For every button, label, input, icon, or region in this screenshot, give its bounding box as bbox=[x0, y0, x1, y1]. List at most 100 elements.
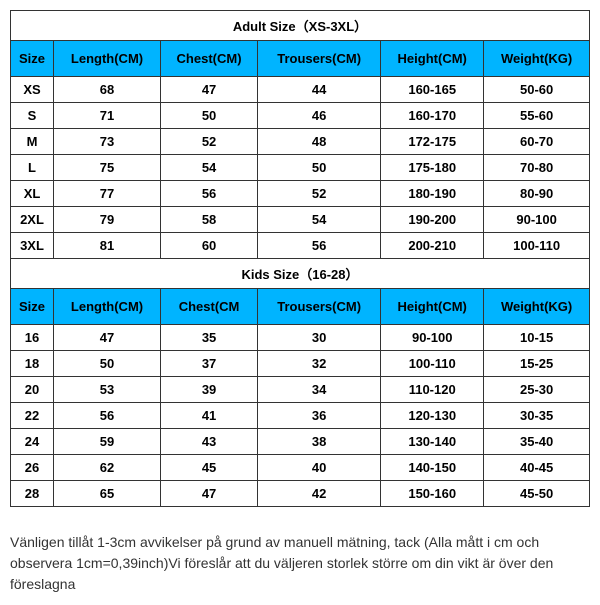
table-cell: 35-40 bbox=[484, 429, 590, 455]
table-cell: 39 bbox=[161, 377, 258, 403]
table-cell: 90-100 bbox=[381, 325, 484, 351]
adult-header-row: Size Length(CM) Chest(CM) Trousers(CM) H… bbox=[11, 41, 590, 77]
table-cell: 120-130 bbox=[381, 403, 484, 429]
table-cell: 48 bbox=[258, 129, 381, 155]
table-cell: 50-60 bbox=[484, 77, 590, 103]
table-cell: 45 bbox=[161, 455, 258, 481]
adult-table-title: Adult Size（XS-3XL） bbox=[11, 11, 590, 41]
table-row: XL775652180-19080-90 bbox=[11, 181, 590, 207]
table-cell: 55-60 bbox=[484, 103, 590, 129]
table-cell: S bbox=[11, 103, 54, 129]
col-height: Height(CM) bbox=[381, 41, 484, 77]
table-cell: 71 bbox=[54, 103, 161, 129]
table-cell: 50 bbox=[258, 155, 381, 181]
col-weight: Weight(KG) bbox=[484, 41, 590, 77]
col-trousers: Trousers(CM) bbox=[258, 41, 381, 77]
table-cell: 30 bbox=[258, 325, 381, 351]
table-row: 18503732100-11015-25 bbox=[11, 351, 590, 377]
table-row: 24594338130-14035-40 bbox=[11, 429, 590, 455]
table-cell: XL bbox=[11, 181, 54, 207]
table-cell: 2XL bbox=[11, 207, 54, 233]
table-cell: 190-200 bbox=[381, 207, 484, 233]
table-cell: 62 bbox=[54, 455, 161, 481]
table-cell: 79 bbox=[54, 207, 161, 233]
table-cell: 40-45 bbox=[484, 455, 590, 481]
table-row: 26624540140-15040-45 bbox=[11, 455, 590, 481]
table-cell: 90-100 bbox=[484, 207, 590, 233]
table-cell: 175-180 bbox=[381, 155, 484, 181]
table-cell: 100-110 bbox=[381, 351, 484, 377]
col-height: Height(CM) bbox=[381, 289, 484, 325]
table-cell: 26 bbox=[11, 455, 54, 481]
table-row: M735248172-17560-70 bbox=[11, 129, 590, 155]
table-cell: 70-80 bbox=[484, 155, 590, 181]
table-row: S715046160-17055-60 bbox=[11, 103, 590, 129]
table-row: 1647353090-10010-15 bbox=[11, 325, 590, 351]
table-cell: 54 bbox=[258, 207, 381, 233]
table-cell: 130-140 bbox=[381, 429, 484, 455]
table-row: 28654742150-16045-50 bbox=[11, 481, 590, 507]
table-cell: 28 bbox=[11, 481, 54, 507]
table-cell: 50 bbox=[54, 351, 161, 377]
table-cell: 43 bbox=[161, 429, 258, 455]
table-cell: 65 bbox=[54, 481, 161, 507]
col-chest: Chest(CM) bbox=[161, 41, 258, 77]
table-cell: 160-165 bbox=[381, 77, 484, 103]
table-cell: L bbox=[11, 155, 54, 181]
measurement-note: Vänligen tillåt 1-3cm avvikelser på grun… bbox=[10, 532, 590, 595]
table-cell: 60 bbox=[161, 233, 258, 259]
col-trousers: Trousers(CM) bbox=[258, 289, 381, 325]
table-cell: 46 bbox=[258, 103, 381, 129]
table-cell: 15-25 bbox=[484, 351, 590, 377]
table-cell: 42 bbox=[258, 481, 381, 507]
table-cell: 75 bbox=[54, 155, 161, 181]
table-cell: 40 bbox=[258, 455, 381, 481]
table-cell: 77 bbox=[54, 181, 161, 207]
table-cell: 18 bbox=[11, 351, 54, 377]
table-cell: 54 bbox=[161, 155, 258, 181]
table-cell: 80-90 bbox=[484, 181, 590, 207]
table-cell: 160-170 bbox=[381, 103, 484, 129]
table-cell: 47 bbox=[161, 77, 258, 103]
table-cell: 52 bbox=[258, 181, 381, 207]
table-cell: 37 bbox=[161, 351, 258, 377]
table-cell: 150-160 bbox=[381, 481, 484, 507]
table-cell: 36 bbox=[258, 403, 381, 429]
table-cell: 52 bbox=[161, 129, 258, 155]
kids-table-title: Kids Size（16-28） bbox=[11, 259, 590, 289]
col-length: Length(CM) bbox=[54, 41, 161, 77]
table-cell: XS bbox=[11, 77, 54, 103]
col-weight: Weight(KG) bbox=[484, 289, 590, 325]
table-cell: 20 bbox=[11, 377, 54, 403]
table-cell: 3XL bbox=[11, 233, 54, 259]
table-cell: 32 bbox=[258, 351, 381, 377]
table-cell: 45-50 bbox=[484, 481, 590, 507]
table-cell: 73 bbox=[54, 129, 161, 155]
table-cell: 50 bbox=[161, 103, 258, 129]
table-row: 2XL795854190-20090-100 bbox=[11, 207, 590, 233]
table-cell: 100-110 bbox=[484, 233, 590, 259]
table-cell: 59 bbox=[54, 429, 161, 455]
table-cell: 60-70 bbox=[484, 129, 590, 155]
col-size: Size bbox=[11, 41, 54, 77]
table-cell: 10-15 bbox=[484, 325, 590, 351]
table-cell: 200-210 bbox=[381, 233, 484, 259]
table-cell: 22 bbox=[11, 403, 54, 429]
table-cell: 81 bbox=[54, 233, 161, 259]
table-cell: 47 bbox=[161, 481, 258, 507]
table-cell: 172-175 bbox=[381, 129, 484, 155]
table-row: L755450175-18070-80 bbox=[11, 155, 590, 181]
table-row: 3XL816056200-210100-110 bbox=[11, 233, 590, 259]
table-cell: 34 bbox=[258, 377, 381, 403]
table-cell: M bbox=[11, 129, 54, 155]
table-cell: 56 bbox=[258, 233, 381, 259]
table-cell: 180-190 bbox=[381, 181, 484, 207]
table-cell: 24 bbox=[11, 429, 54, 455]
col-length: Length(CM) bbox=[54, 289, 161, 325]
table-row: 20533934110-12025-30 bbox=[11, 377, 590, 403]
adult-size-table: Adult Size（XS-3XL） Size Length(CM) Chest… bbox=[10, 10, 590, 507]
table-row: 22564136120-13030-35 bbox=[11, 403, 590, 429]
table-cell: 44 bbox=[258, 77, 381, 103]
kids-header-row: Size Length(CM) Chest(CM Trousers(CM) He… bbox=[11, 289, 590, 325]
table-cell: 41 bbox=[161, 403, 258, 429]
